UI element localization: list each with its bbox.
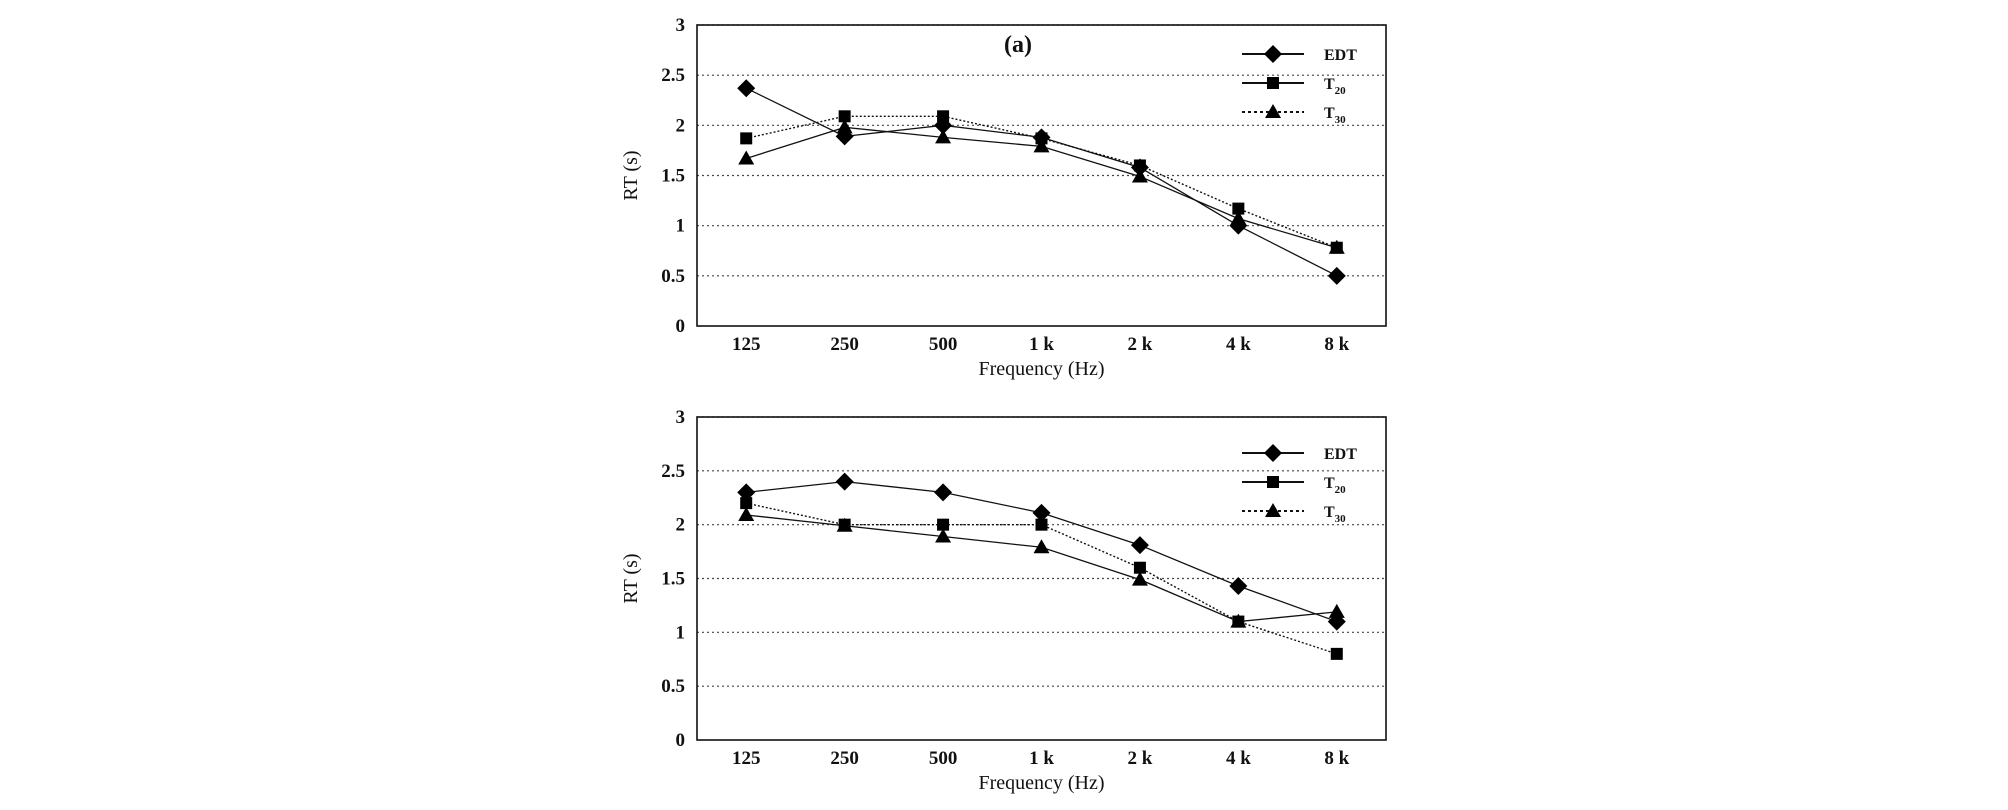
chart-1-legend-t20-marker [1267,77,1279,89]
chart-2-plot-frame [696,416,1387,741]
chart-1-series-t30-point [1328,239,1345,254]
chart-2-series-t30-point [738,506,755,521]
chart-2-legend-edt-label: EDT [1324,446,1357,463]
chart-1-series-t20-point [1232,202,1245,215]
chart-2-x-tick-label: 2 k [1128,748,1153,769]
chart-2-series-edt-point [835,472,854,491]
chart-1-x-tick-label: 1 k [1029,334,1054,355]
chart-2-x-axis-title: Frequency (Hz) [978,772,1104,794]
chart-2-x-tick-label: 250 [830,748,859,769]
chart-1-title: (a) [1004,32,1032,58]
chart-2-x-tick-label: 125 [732,748,761,769]
chart-1-legend-edt-label: EDT [1324,47,1357,64]
chart-2-legend-edt-marker [1264,444,1282,462]
chart-1-y-tick-label: 3 [676,15,686,36]
chart-1-series-t30-point [836,119,853,134]
chart-2-y-tick-label: 1 [676,622,686,643]
chart-2-y-tick-label: 1.5 [661,569,685,590]
chart-1-y-tick-label: 1.5 [661,166,685,187]
chart-1-y-tick-label: 2.5 [661,65,685,86]
chart-1-y-tick-label: 1 [676,216,686,237]
chart-1-series-t20-point [838,110,851,123]
chart-1-y-tick-label: 0 [676,316,686,337]
chart-1-y-tick-label: 0.5 [661,266,685,287]
chart-2-x-tick-label: 8 k [1324,748,1349,769]
chart-2-series-t30-point [935,528,952,543]
chart-1-legend-t20-label: T20 [1324,76,1346,97]
chart-2-series-t30-point [836,517,853,532]
chart-1-series-t30-point [738,150,755,165]
chart-2-legend-t20-marker [1267,476,1279,488]
chart-2-legend-t20-label: T20 [1324,475,1346,496]
chart-2-series-edt-point [1032,503,1051,522]
chart-1-y-tick-label: 2 [676,115,686,136]
chart-1-series-t30-point [1230,210,1247,225]
chart-2-x-tick-label: 500 [929,748,958,769]
chart-1-series-t20-point [740,132,753,145]
chart-1-legend-t30-label-subscript: 30 [1335,114,1347,126]
chart-2-y-tick-label: 0.5 [661,676,685,697]
chart-1-x-tick-label: 4 k [1226,334,1251,355]
chart-1-series-t30-point [935,129,952,144]
chart-1-legend-t30-label: T30 [1324,105,1346,126]
chart-2-series-t20-point [740,497,753,510]
chart-1-series-t20-point [937,110,950,123]
chart-1-series-t30-point [1033,138,1050,153]
chart-1-series-t20-point [1133,159,1146,172]
chart-2-series-edt-point [737,483,756,502]
chart-2-series-t30-point [1033,539,1050,554]
chart-2-y-tick-label: 2.5 [661,461,685,482]
chart-2-series-t30-point [1131,571,1148,586]
chart-2-y-tick-label: 3 [676,407,686,428]
chart-1-series-t20-point [1035,132,1048,145]
chart-1-plot-frame [696,24,1387,327]
chart-1-series-edt-line [745,87,1338,277]
chart-1-x-tick-label: 500 [929,334,958,355]
chart-1-legend-t20-label-subscript: 20 [1335,85,1347,97]
chart-2-series-t30-point [1230,613,1247,628]
chart-2-y-tick-label: 0 [676,730,686,751]
chart-2-series-t20-point [1330,647,1343,660]
chart-1-series-t30-point [1131,168,1148,183]
chart-2-y-axis-title: RT (s) [620,553,642,603]
chart-1-x-tick-label: 250 [830,334,859,355]
chart-1-legend-edt-marker [1264,45,1282,63]
chart-2-series-edt-point [1229,577,1248,596]
chart-2-series-t20-point [1133,561,1146,574]
chart-1-x-tick-label: 8 k [1324,334,1349,355]
chart-2-legend-t30-label-subscript: 30 [1335,513,1347,525]
chart-1-series-edt-point [835,127,854,146]
chart-2-series-edt-point [1130,536,1149,555]
chart-2-series-t20-point [1035,518,1048,531]
chart-1-legend-t30-marker [1265,104,1281,118]
chart-2-series-t30-point [1328,603,1345,618]
chart-2-series-edt-point [934,483,953,502]
chart-1-x-tick-label: 2 k [1128,334,1153,355]
chart-1-x-axis-title: Frequency (Hz) [978,358,1104,380]
chart-2-legend-t30-label: T30 [1324,504,1346,525]
chart-2-series-t20-point [937,518,950,531]
chart-1-y-axis-title: RT (s) [620,150,642,200]
chart-2-legend-t20-label-subscript: 20 [1335,484,1347,496]
chart-2-series-t30-line [746,514,1337,623]
chart-1-x-tick-label: 125 [732,334,761,355]
chart-2-y-tick-label: 2 [676,515,686,536]
chart-2-x-tick-label: 4 k [1226,748,1251,769]
chart-2-legend-t30-marker [1265,503,1281,517]
chart-1-series-edt-point [737,79,756,98]
chart-1-series-edt-point [1327,266,1346,285]
chart-2-x-tick-label: 1 k [1029,748,1054,769]
